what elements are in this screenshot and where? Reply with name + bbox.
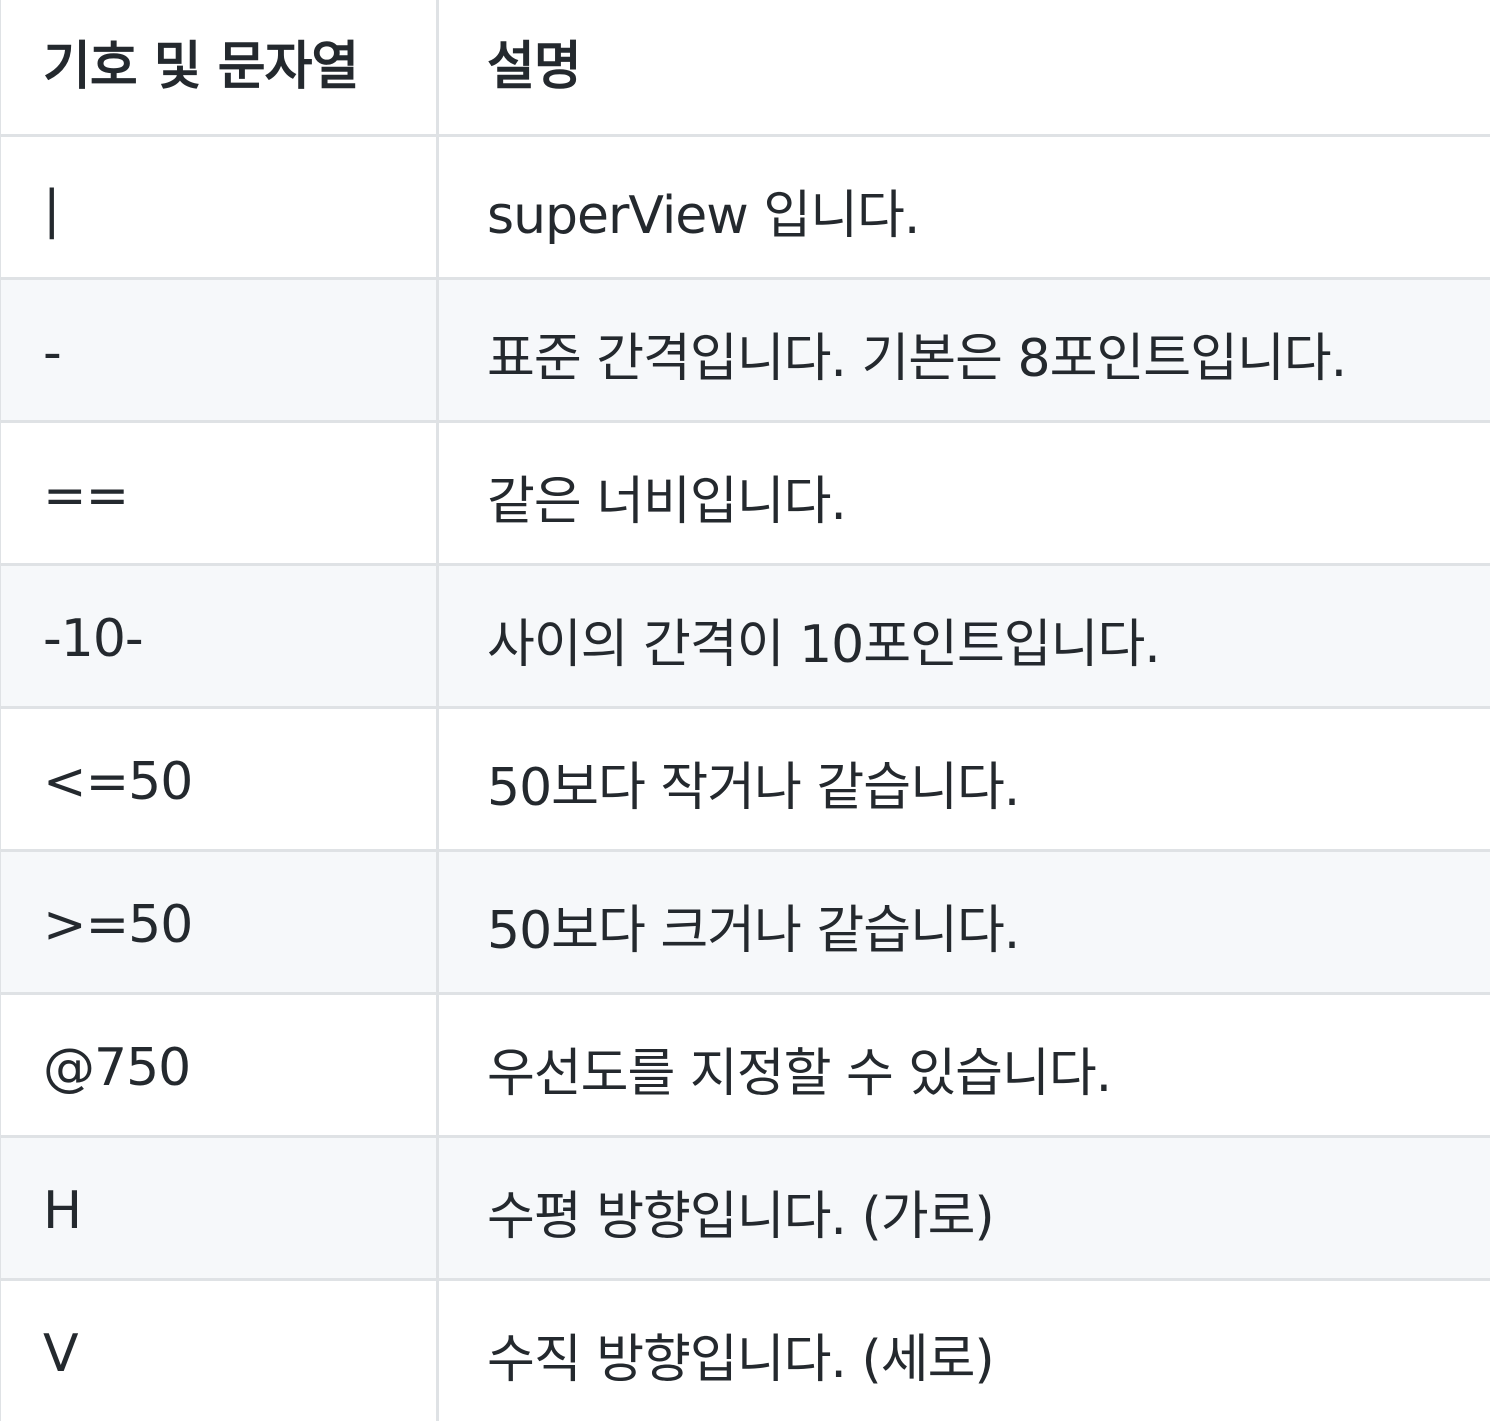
table-row: == 같은 너비입니다.	[0, 422, 1490, 565]
table-row: H 수평 방향입니다. (가로)	[0, 1137, 1490, 1280]
symbol-cell: |	[0, 136, 438, 279]
symbol-cell: -10-	[0, 565, 438, 708]
description-cell: 같은 너비입니다.	[438, 422, 1490, 565]
table-row: @750 우선도를 지정할 수 있습니다.	[0, 994, 1490, 1137]
header-row: 기호 및 문자열 설명	[0, 0, 1490, 136]
symbol-cell: @750	[0, 994, 438, 1137]
symbol-cell: <=50	[0, 708, 438, 851]
table-body: | superView 입니다. - 표준 간격입니다. 기본은 8포인트입니다…	[0, 136, 1490, 1421]
description-cell: 50보다 작거나 같습니다.	[438, 708, 1490, 851]
table-row: V 수직 방향입니다. (세로)	[0, 1280, 1490, 1421]
description-cell: 사이의 간격이 10포인트입니다.	[438, 565, 1490, 708]
table-row: >=50 50보다 크거나 같습니다.	[0, 851, 1490, 994]
description-cell: 우선도를 지정할 수 있습니다.	[438, 994, 1490, 1137]
header-symbol: 기호 및 문자열	[0, 0, 438, 136]
table-header: 기호 및 문자열 설명	[0, 0, 1490, 136]
symbol-cell: ==	[0, 422, 438, 565]
table-row: | superView 입니다.	[0, 136, 1490, 279]
symbol-cell: -	[0, 279, 438, 422]
table-row: -10- 사이의 간격이 10포인트입니다.	[0, 565, 1490, 708]
description-cell: 50보다 크거나 같습니다.	[438, 851, 1490, 994]
symbol-cell: V	[0, 1280, 438, 1421]
symbol-cell: >=50	[0, 851, 438, 994]
symbol-cell: H	[0, 1137, 438, 1280]
header-description: 설명	[438, 0, 1490, 136]
table-row: - 표준 간격입니다. 기본은 8포인트입니다.	[0, 279, 1490, 422]
description-cell: 수직 방향입니다. (세로)	[438, 1280, 1490, 1421]
table-row: <=50 50보다 작거나 같습니다.	[0, 708, 1490, 851]
description-cell: superView 입니다.	[438, 136, 1490, 279]
description-cell: 수평 방향입니다. (가로)	[438, 1137, 1490, 1280]
description-cell: 표준 간격입니다. 기본은 8포인트입니다.	[438, 279, 1490, 422]
